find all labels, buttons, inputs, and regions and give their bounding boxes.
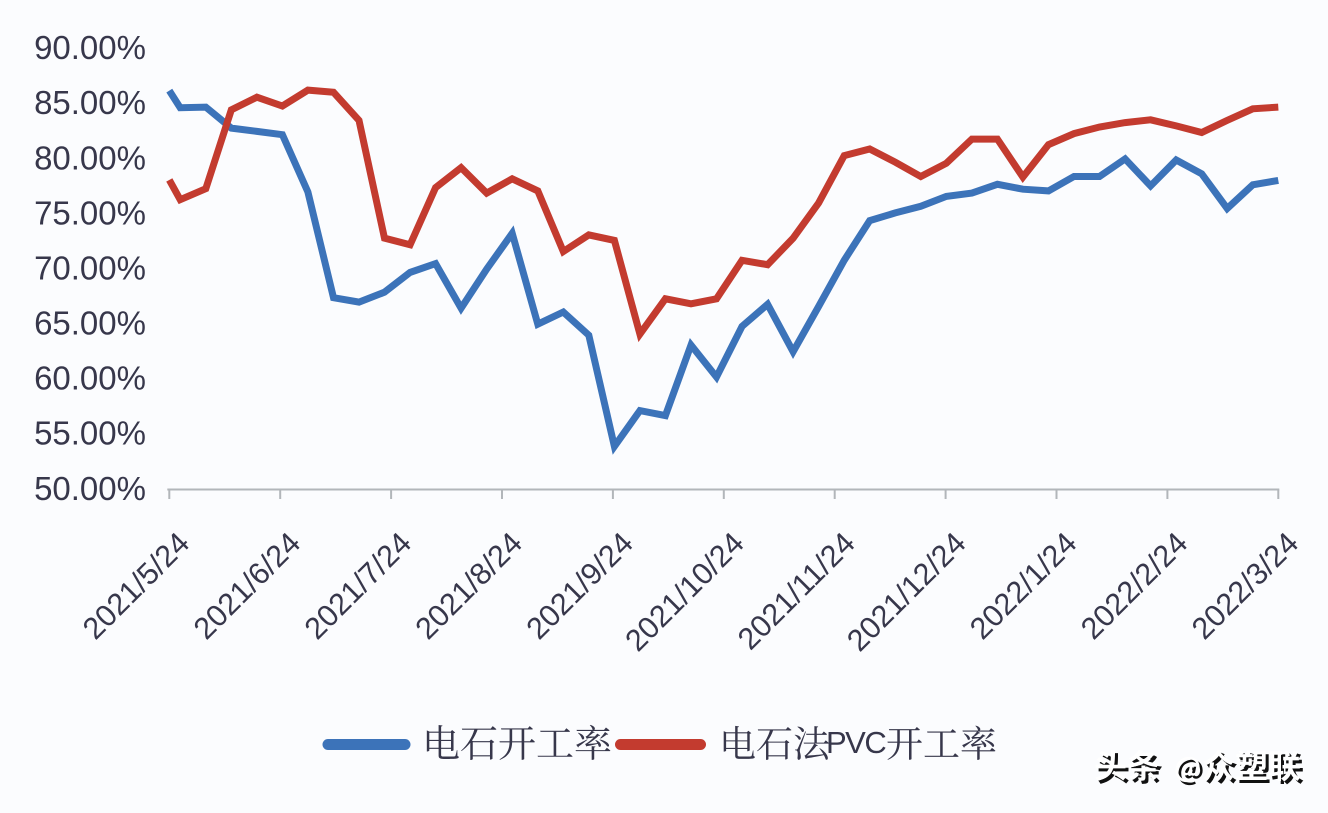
svg-text:50.00%: 50.00% [34, 470, 146, 507]
svg-text:75.00%: 75.00% [34, 194, 146, 231]
svg-text:85.00%: 85.00% [34, 84, 146, 121]
svg-text:90.00%: 90.00% [34, 29, 146, 66]
svg-text:55.00%: 55.00% [34, 415, 146, 452]
svg-text:60.00%: 60.00% [34, 360, 146, 397]
svg-text:70.00%: 70.00% [34, 250, 146, 287]
svg-text:65.00%: 65.00% [34, 305, 146, 342]
svg-text:80.00%: 80.00% [34, 139, 146, 176]
svg-text:PVC: PVC [826, 725, 886, 760]
